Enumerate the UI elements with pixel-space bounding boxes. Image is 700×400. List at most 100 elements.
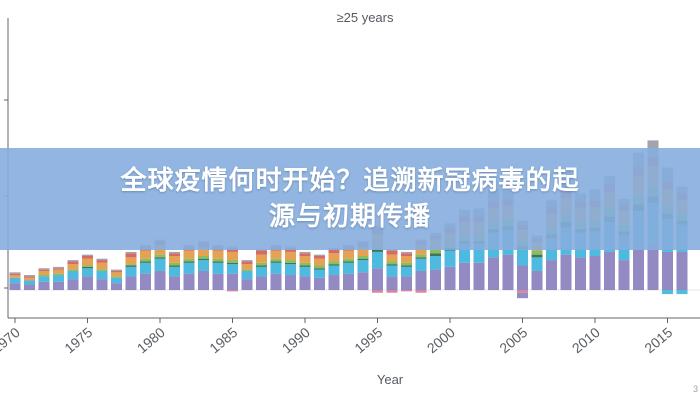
bar-1975-segment-6: [82, 254, 93, 256]
bar-1998-segment-3: [415, 254, 427, 258]
bar-1971-segment-4: [24, 277, 35, 281]
bar-1994-segment-4: [357, 246, 369, 256]
bar-1996-segment-4: [386, 254, 398, 262]
bar-1994-segment-3: [357, 256, 369, 259]
bar-1980-segment-2: [154, 257, 166, 259]
bar-1983-segment-0: [198, 270, 209, 290]
bar-1988-segment-2: [270, 261, 282, 263]
bar-1999-segment-0: [430, 269, 441, 290]
bar-1976-segment-1: [96, 270, 108, 280]
bar-1985-segment-0: [227, 273, 238, 290]
bar-1989-segment-3: [285, 260, 296, 263]
bar-2006-segment-2: [531, 254, 543, 258]
bar-1999-segment-1: [430, 256, 441, 270]
bar-1981-segment-4: [169, 256, 180, 263]
bar-2011-segment-0: [604, 251, 615, 290]
bar-1980-segment-3: [154, 254, 166, 258]
bar-1997-segment-5: [401, 253, 412, 256]
bar-1990-segment-3: [299, 262, 311, 266]
bar-1984-segment-4: [212, 250, 224, 259]
bar-1977-segment-1: [111, 277, 122, 284]
bar-1986-segment-3: [241, 269, 253, 271]
bar-1978-segment-1: [125, 266, 137, 277]
bar-1978-segment-2: [125, 265, 137, 267]
bar-1983-segment-1: [198, 260, 209, 271]
bar-1971-segment-0: [24, 284, 35, 290]
bar-1996-segment-5: [386, 250, 398, 255]
bar-1990-segment-2: [299, 265, 311, 267]
bar-1996-segment-0: [386, 276, 398, 290]
bar-1977-segment-4: [111, 272, 122, 277]
bar-1973-segment-1: [53, 275, 64, 282]
bar-1977-segment-0: [111, 283, 122, 290]
bar-1984-segment-2: [212, 261, 224, 263]
bar-1996-segment-3: [386, 261, 398, 265]
bar-1971-segment-1: [24, 280, 35, 285]
bar-1991-segment-0: [314, 277, 325, 290]
bar-1988-segment-1: [270, 262, 282, 274]
bar-1973-segment-5: [53, 268, 64, 270]
bar-1986-segment-0: [241, 279, 253, 290]
bar-1985-segment-4: [227, 251, 238, 261]
bar-2005-segment-1: [517, 249, 528, 266]
bar-1981-segment-6: [169, 251, 180, 254]
bar-1986-segment-5: [241, 261, 253, 265]
bar-2005-negative-2: [517, 292, 528, 299]
bar-1998-segment-1: [415, 258, 427, 271]
bar-1982-segment-1: [183, 262, 195, 274]
bar-1979-segment-4: [140, 250, 151, 259]
bar-1970-segment-5: [9, 273, 21, 276]
bar-1994-segment-0: [357, 272, 369, 290]
bar-1972-segment-1: [38, 276, 50, 282]
bar-1971-segment-6: [24, 275, 35, 277]
bar-1974-segment-6: [67, 260, 79, 262]
bar-1974-segment-3: [67, 269, 79, 271]
bar-1987-segment-3: [256, 262, 267, 266]
bar-1992-segment-0: [328, 275, 340, 290]
bar-1970-segment-1: [9, 277, 21, 284]
bar-1995-segment-1: [372, 251, 383, 269]
bar-1973-segment-0: [53, 281, 64, 290]
bar-1998-negative-0: [415, 290, 427, 293]
bar-1977-segment-5: [111, 270, 122, 273]
bar-2013-segment-0: [633, 249, 644, 290]
bar-1987-segment-5: [256, 250, 267, 255]
x-tick-label-1970: 1970: [0, 324, 23, 356]
bar-1984-segment-1: [212, 262, 224, 274]
bar-1982-segment-0: [183, 273, 195, 290]
article-title-banner[interactable]: 全球疫情何时开始？追溯新冠病毒的起 源与初期传播: [0, 148, 700, 250]
bar-1985-segment-3: [227, 260, 238, 263]
bar-1991-segment-2: [314, 268, 325, 270]
bar-1983-segment-4: [198, 246, 209, 256]
bar-1988-segment-0: [270, 273, 282, 290]
bar-1990-segment-1: [299, 266, 311, 277]
bar-2000-segment-1: [444, 250, 456, 267]
bar-1986-segment-1: [241, 270, 253, 280]
bar-1970-segment-0: [9, 283, 21, 290]
bar-1973-segment-3: [53, 273, 64, 276]
bar-1995-segment-0: [372, 268, 383, 290]
bar-1978-segment-3: [125, 264, 137, 266]
bar-1997-negative-0: [401, 290, 412, 292]
bar-1972-segment-6: [38, 268, 50, 270]
bar-1976-segment-4: [96, 262, 108, 270]
bar-1999-segment-3: [430, 249, 441, 254]
bar-1997-segment-2: [401, 265, 412, 267]
bar-1975-segment-3: [82, 265, 93, 267]
bar-1993-segment-1: [343, 262, 354, 274]
bar-1997-segment-1: [401, 266, 412, 277]
x-tick-label-2015: 2015: [641, 324, 675, 356]
bar-1985-negative-0: [227, 290, 238, 292]
x-tick-label-2010: 2010: [569, 324, 603, 356]
bar-1996-segment-2: [386, 264, 398, 266]
bar-1990-segment-0: [299, 276, 311, 290]
bar-2003-segment-0: [488, 257, 499, 290]
bar-1992-segment-4: [328, 253, 340, 262]
x-tick-label-1985: 1985: [206, 324, 240, 356]
bar-1971-segment-5: [24, 276, 35, 278]
bar-1989-segment-4: [285, 251, 296, 261]
bar-1990-segment-5: [299, 253, 311, 256]
bar-1993-segment-2: [343, 261, 354, 263]
bar-1997-segment-3: [401, 262, 412, 266]
x-tick-label-2000: 2000: [424, 324, 458, 356]
